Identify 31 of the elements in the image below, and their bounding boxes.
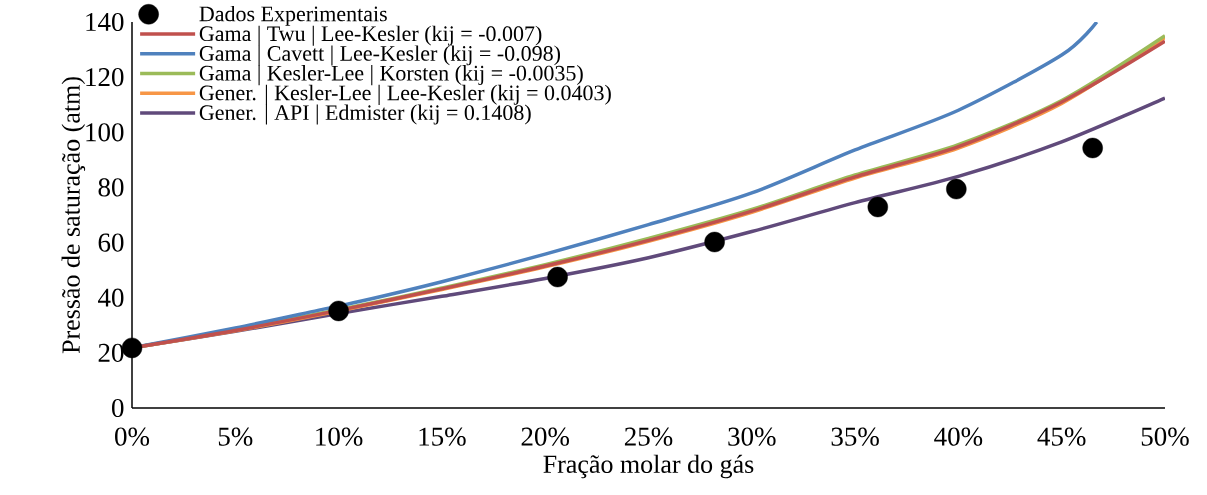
- y-tick-label: 40: [98, 288, 124, 307]
- y-axis-title: Pressão de saturação (atm): [61, 77, 86, 354]
- x-tick-label: 10%: [316, 427, 363, 446]
- point: [704, 231, 725, 253]
- x-tick-label: 35%: [831, 427, 879, 446]
- x-tick-label: 5%: [218, 427, 253, 446]
- x-tick-label: 40%: [934, 427, 983, 446]
- y-tick-label: 140: [86, 12, 124, 32]
- x-tick-label: 25%: [624, 427, 673, 446]
- x-tick-label: 20%: [521, 427, 570, 446]
- x-tick-label: 0%: [115, 427, 150, 446]
- legend-label: Gama | Cavett | Lee-Kesler (kij = -0.098): [199, 45, 561, 66]
- y-tick-label: 20: [98, 343, 124, 362]
- y-tick-label: 80: [98, 178, 124, 197]
- x-tick-label: 30%: [728, 427, 776, 446]
- point: [1082, 137, 1103, 159]
- y-tick-label: 60: [98, 233, 124, 252]
- point: [867, 196, 889, 218]
- y-tick-label: 120: [86, 68, 124, 87]
- point: [328, 300, 349, 322]
- point: [547, 266, 568, 288]
- legend-label: Gener. | API | Edmister (kij = 0.1408): [199, 104, 531, 125]
- legend-label: Dados Experimentais: [199, 5, 387, 26]
- y-tick-label: 0: [112, 398, 124, 418]
- x-axis-title: Fração molar do gás: [543, 454, 754, 479]
- y-tick-label: 100: [86, 123, 124, 142]
- x-tick-label: 50%: [1141, 427, 1189, 446]
- legend-label: Gama | Twu | Lee-Kesler (kij = -0.007): [199, 25, 542, 46]
- x-tick-label: 15%: [419, 427, 466, 446]
- point: [946, 178, 967, 200]
- x-tick-label: 45%: [1037, 427, 1086, 446]
